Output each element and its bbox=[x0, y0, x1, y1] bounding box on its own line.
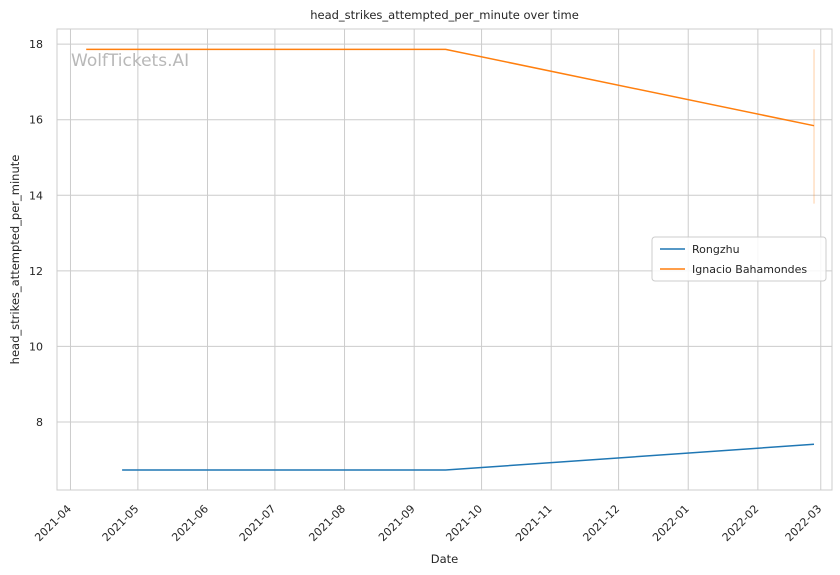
chart-title: head_strikes_attempted_per_minute over t… bbox=[310, 8, 579, 22]
legend-label: Ignacio Bahamondes bbox=[692, 263, 807, 276]
series-line bbox=[86, 48, 815, 127]
y-tick-label: 16 bbox=[29, 114, 43, 127]
plot-frame bbox=[56, 28, 833, 491]
y-tick-label: 14 bbox=[29, 189, 43, 202]
legend-label: Rongzhu bbox=[692, 243, 740, 256]
grid-layer bbox=[57, 29, 832, 490]
x-axis-title: Date bbox=[431, 552, 459, 566]
watermark-text: WolfTickets.AI bbox=[71, 51, 189, 71]
y-tick-label: 8 bbox=[36, 416, 43, 429]
y-axis-title: head_strikes_attempted_per_minute bbox=[8, 155, 22, 365]
legend: Rongzhu Ignacio Bahamondes bbox=[651, 236, 827, 282]
y-tick-label: 10 bbox=[29, 340, 43, 353]
y-tick-label: 12 bbox=[29, 265, 43, 278]
y-tick-label: 18 bbox=[29, 38, 43, 51]
series-layer bbox=[86, 48, 815, 471]
series-line bbox=[122, 443, 815, 471]
legend-box bbox=[651, 236, 827, 282]
